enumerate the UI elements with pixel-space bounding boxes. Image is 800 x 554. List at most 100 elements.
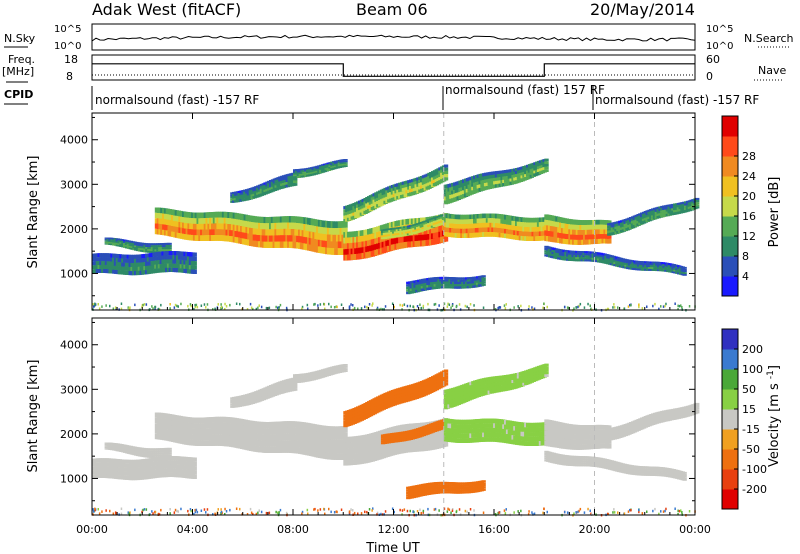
power-speckle: [224, 302, 226, 306]
power-cell: [343, 159, 348, 161]
power-speckle: [285, 306, 288, 310]
power-speckle: [409, 304, 411, 308]
power-speckle: [504, 307, 507, 310]
y-tick-label: 1000: [60, 267, 88, 280]
power-cell: [682, 272, 687, 274]
power-cell: [293, 177, 298, 181]
power-speckle: [313, 303, 315, 306]
power-speckle: [412, 305, 414, 308]
power-speckle: [680, 304, 682, 307]
power-speckle: [333, 306, 336, 309]
power-speckle: [513, 306, 515, 309]
power-speckle: [482, 306, 485, 309]
power-speckle: [360, 307, 363, 310]
power-speckle: [268, 306, 271, 310]
velocity-cell: [192, 461, 197, 467]
power-speckle: [196, 305, 199, 309]
freq-unit: [MHz]: [2, 65, 34, 78]
station-title: Adak West (fitACF): [92, 0, 241, 19]
velocity-cell: [167, 454, 172, 457]
power-speckle: [225, 305, 228, 308]
power-speckle: [473, 304, 475, 307]
nsearch-label: N.Search: [744, 32, 794, 45]
power-speckle: [372, 302, 374, 305]
power-speckle: [577, 305, 579, 309]
power-speckle: [451, 303, 454, 306]
power-speckle: [416, 305, 419, 308]
power-data-layer: [92, 113, 700, 312]
power-speckle: [255, 307, 258, 311]
power-speckle: [674, 302, 676, 305]
power-speckle: [575, 306, 577, 309]
power-speckle: [446, 305, 449, 308]
velocity-cell: [192, 474, 197, 479]
power-speckle: [664, 304, 666, 308]
power-speckle: [143, 303, 146, 306]
power-speckle: [494, 308, 497, 311]
power-cell: [443, 174, 449, 178]
power-cell: [682, 266, 687, 269]
power-cell: [481, 277, 486, 280]
colorbar-tick-label: 12: [742, 230, 756, 243]
freq-panel: Freq. [MHz] 18 8 Nave 60 0: [2, 53, 786, 83]
power-speckle: [450, 306, 452, 309]
power-speckle: [433, 303, 436, 306]
power-speckle: [546, 305, 548, 309]
power-speckle: [662, 305, 665, 308]
power-speckle: [527, 308, 530, 311]
y-tick-label: 4000: [60, 134, 88, 147]
freq-tick-bottom: 8: [66, 70, 73, 83]
power-speckle: [229, 303, 231, 307]
power-speckle: [503, 304, 506, 307]
power-speckle: [151, 305, 153, 308]
power-speckle: [366, 305, 368, 309]
power-cell: [695, 206, 700, 209]
power-cell: [544, 166, 549, 170]
power-cell: [544, 163, 549, 167]
power-speckle: [348, 305, 351, 308]
nsky-panel: N.Sky 10^5 10^0 N.Search 10^5 10^0: [4, 23, 794, 52]
power-speckle: [464, 304, 467, 308]
nave-label: Nave: [758, 64, 786, 77]
velocity-data-layer: [92, 318, 700, 517]
power-speckle: [246, 308, 249, 311]
power-speckle: [419, 303, 421, 306]
power-speckle: [314, 302, 316, 306]
freq-tick-top: 18: [64, 53, 78, 66]
power-speckle: [94, 303, 96, 307]
power-cell: [343, 227, 348, 235]
power-cell: [544, 169, 549, 172]
power-speckle: [203, 303, 206, 306]
power-speckle: [399, 303, 401, 307]
nsky-tick-bottom: 10^0: [54, 41, 81, 52]
power-speckle: [317, 304, 319, 307]
power-cell: [167, 249, 172, 252]
power-speckle: [160, 303, 162, 307]
power-speckle: [200, 304, 203, 307]
power-speckle: [94, 302, 96, 306]
power-speckle: [145, 303, 148, 306]
power-speckle: [194, 303, 196, 307]
power-speckle: [587, 302, 589, 306]
power-speckle: [652, 304, 654, 308]
power-speckle: [578, 304, 580, 308]
power-speckle: [376, 306, 379, 310]
power-speckle: [239, 302, 241, 306]
velocity-cell: [343, 426, 348, 433]
power-speckle: [566, 306, 569, 309]
power-speckle: [677, 304, 679, 308]
date-title: 20/May/2014: [590, 0, 695, 19]
power-speckle: [542, 306, 544, 310]
freq-frame: [91, 54, 696, 81]
cpid-segment-3: normalsound (fast) -157 RF: [595, 93, 759, 107]
power-speckle: [105, 304, 107, 307]
power-speckle: [543, 302, 545, 305]
colorbar-tick-label: 16: [742, 210, 756, 223]
power-cell: [343, 165, 348, 167]
power-cell: [544, 158, 549, 162]
power-speckle: [154, 305, 157, 309]
power-speckle: [401, 308, 403, 311]
power-cell: [695, 204, 700, 207]
